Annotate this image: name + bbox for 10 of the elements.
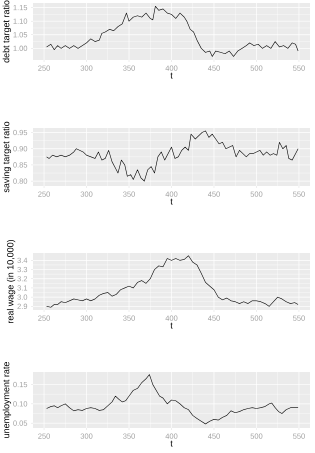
- y-axis-title: unemployment rate: [2, 362, 12, 438]
- x-axis-title: t: [170, 440, 173, 447]
- y-axis-title: debt target ratio: [2, 0, 12, 63]
- x-axis-title: t: [170, 322, 173, 329]
- line-series: [46, 255, 298, 308]
- y-axis-title: real wage (in 10,000): [6, 240, 16, 324]
- x-axis-title: t: [170, 72, 173, 79]
- x-axis-title: t: [170, 198, 173, 205]
- line-series: [46, 6, 298, 57]
- y-axis-title: saving target ratio: [2, 122, 12, 192]
